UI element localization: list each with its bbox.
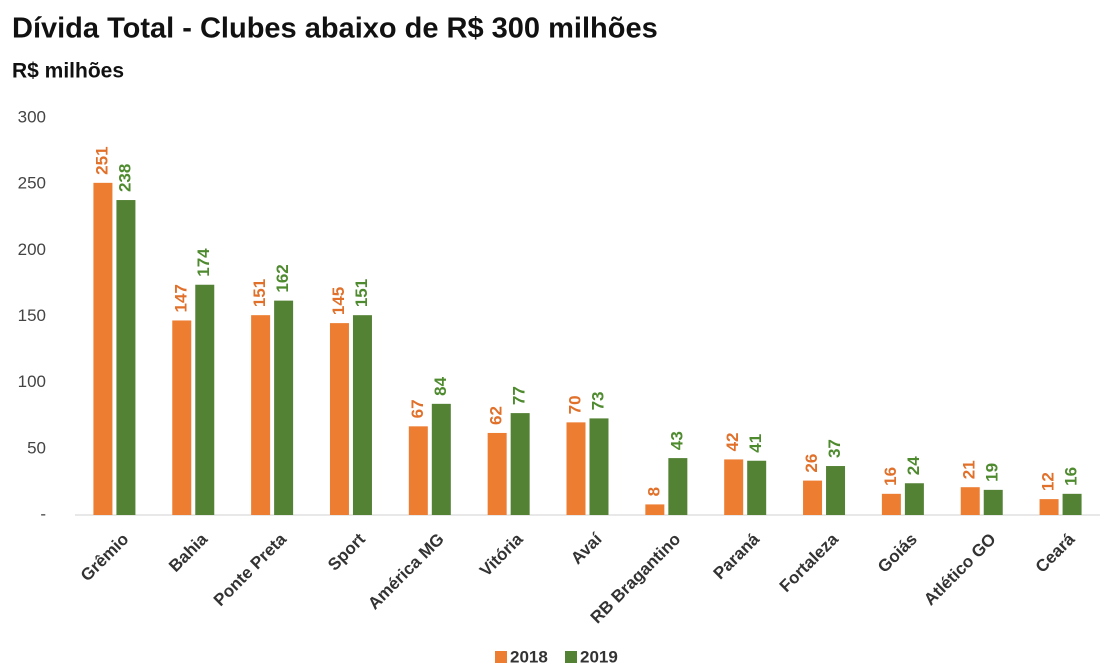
bar: [93, 182, 113, 516]
data-label: 67: [408, 399, 427, 418]
data-label: 174: [194, 248, 213, 277]
bar: [645, 504, 665, 515]
x-tick-label: Sport: [324, 529, 369, 574]
bar: [747, 460, 767, 515]
x-tick-label: Ceará: [1032, 529, 1079, 576]
bar: [487, 432, 507, 515]
data-label: 162: [273, 264, 292, 292]
data-label: 43: [667, 431, 686, 450]
data-label: 251: [92, 146, 111, 174]
bar: [566, 422, 586, 515]
bar: [826, 466, 846, 515]
y-tick-label: 250: [18, 174, 46, 193]
bar: [329, 323, 349, 515]
x-tick-label: América MG: [364, 530, 448, 614]
bar: [803, 480, 823, 515]
data-label: 145: [329, 287, 348, 315]
chart-subtitle: R$ milhões: [12, 60, 124, 83]
bar: [1039, 499, 1059, 515]
x-tick-label: Avaí: [567, 529, 606, 568]
bar: [510, 413, 530, 515]
y-tick-label: 50: [27, 438, 46, 457]
x-tick-label: Paraná: [710, 529, 764, 583]
legend-label: 2018: [510, 647, 548, 666]
data-label: 12: [1039, 472, 1058, 491]
y-tick-label: 200: [18, 240, 46, 259]
bar: [274, 300, 294, 515]
data-label: 84: [431, 376, 450, 395]
chart-title: Dívida Total - Clubes abaixo de R$ 300 m…: [12, 13, 658, 45]
data-label: 16: [881, 467, 900, 486]
bar: [904, 483, 924, 515]
bar: [983, 489, 1003, 515]
bar: [960, 487, 980, 515]
legend-swatch: [495, 651, 507, 663]
data-label: 42: [723, 432, 742, 451]
data-label: 16: [1062, 467, 1081, 486]
data-label: 8: [644, 487, 663, 496]
data-label: 26: [802, 454, 821, 473]
data-label: 19: [983, 463, 1002, 482]
data-label: 41: [746, 434, 765, 453]
data-label: 77: [510, 386, 529, 405]
x-tick-label: Atlético GO: [920, 530, 1000, 610]
x-tick-label: Bahia: [165, 529, 212, 576]
data-label: 147: [171, 284, 190, 312]
data-label: 151: [352, 279, 371, 307]
data-label: 24: [904, 456, 923, 475]
data-label: 21: [960, 460, 979, 479]
data-label: 151: [250, 279, 269, 307]
bar: [408, 426, 428, 515]
bar: [881, 493, 901, 515]
bar: [1062, 493, 1082, 515]
data-label: 62: [487, 406, 506, 425]
bar: [172, 320, 192, 515]
x-tick-label: Grêmio: [77, 530, 133, 586]
x-tick-label: Goiás: [874, 530, 921, 577]
legend-label: 2019: [580, 647, 618, 666]
y-tick-label: 150: [18, 306, 46, 325]
bar: [431, 403, 451, 515]
data-label: 73: [588, 391, 607, 410]
bar: [724, 459, 744, 515]
x-tick-label: Fortaleza: [776, 529, 843, 596]
y-tick-label: -: [40, 504, 46, 523]
legend-swatch: [565, 651, 577, 663]
bar: [352, 315, 372, 515]
bar: [195, 284, 215, 515]
bar: [116, 200, 136, 515]
bar: [251, 315, 271, 515]
data-label: 37: [825, 439, 844, 458]
data-label: 70: [565, 395, 584, 414]
bar: [589, 418, 609, 515]
x-tick-label: Ponte Preta: [210, 529, 291, 610]
y-tick-label: 300: [18, 107, 46, 126]
bar: [668, 458, 688, 515]
y-tick-label: 100: [18, 372, 46, 391]
x-tick-label: Vitória: [476, 529, 527, 580]
data-label: 238: [115, 164, 134, 192]
